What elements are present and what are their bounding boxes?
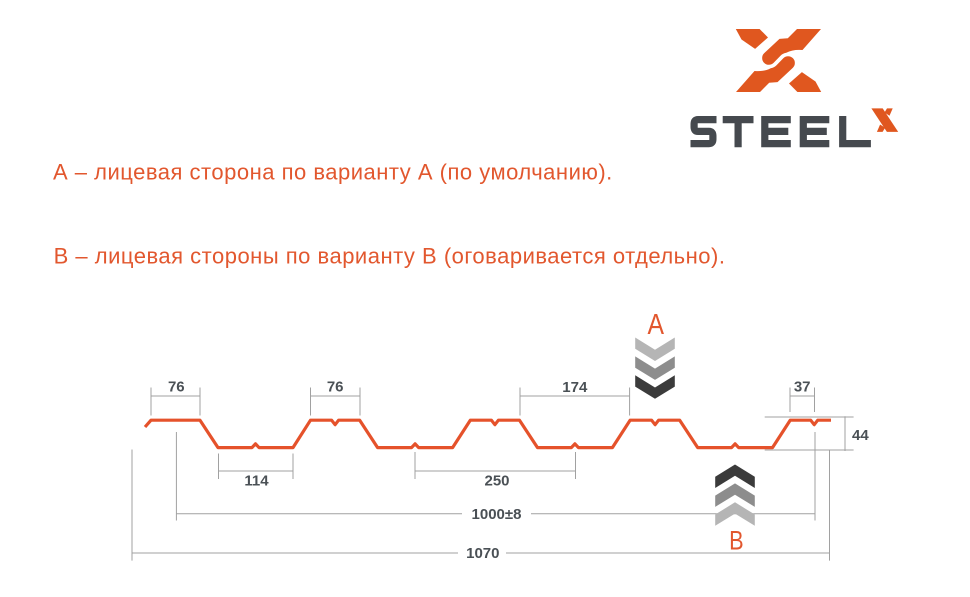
svg-text:250: 250: [484, 473, 509, 490]
svg-text:76: 76: [327, 379, 344, 396]
svg-text:76: 76: [168, 379, 185, 396]
svg-text:А – лицевая сторона по вариант: А – лицевая сторона по варианту А (по ум…: [53, 160, 613, 185]
svg-text:В – лицевая стороны по вариант: В – лицевая стороны по варианту В (огова…: [54, 244, 726, 269]
svg-text:1000±8: 1000±8: [472, 506, 522, 523]
svg-text:37: 37: [794, 379, 811, 396]
svg-text:114: 114: [244, 473, 269, 490]
svg-text:44: 44: [852, 427, 869, 444]
svg-text:174: 174: [562, 379, 588, 396]
svg-text:А: А: [648, 309, 665, 341]
svg-text:В: В: [729, 526, 744, 556]
svg-text:1070: 1070: [466, 545, 499, 562]
